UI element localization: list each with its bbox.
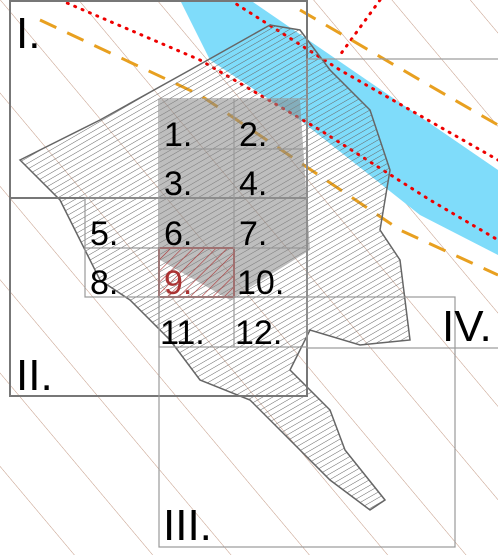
cell-label: 1. — [164, 116, 192, 154]
cell-label: 8. — [90, 264, 118, 302]
cell-label: 11. — [160, 314, 205, 352]
cell-label: 7. — [239, 215, 267, 253]
cell-label: 4. — [239, 165, 267, 203]
cell-label: 9. — [164, 264, 192, 302]
region-label: III. — [163, 501, 212, 550]
cell-label: 12. — [235, 314, 282, 352]
region-label: II. — [16, 351, 53, 400]
cell-label: 10. — [237, 264, 284, 302]
map: I. II. III. IV. 1. 2. 3. 4. 5. 6. 7. 8. … — [0, 0, 498, 555]
cell-label: 2. — [239, 116, 267, 154]
region-label: I. — [16, 9, 40, 58]
cell-label: 5. — [90, 215, 118, 253]
region-label: IV. — [442, 302, 492, 351]
cell-label: 3. — [164, 165, 192, 203]
cell-label: 6. — [164, 215, 192, 253]
